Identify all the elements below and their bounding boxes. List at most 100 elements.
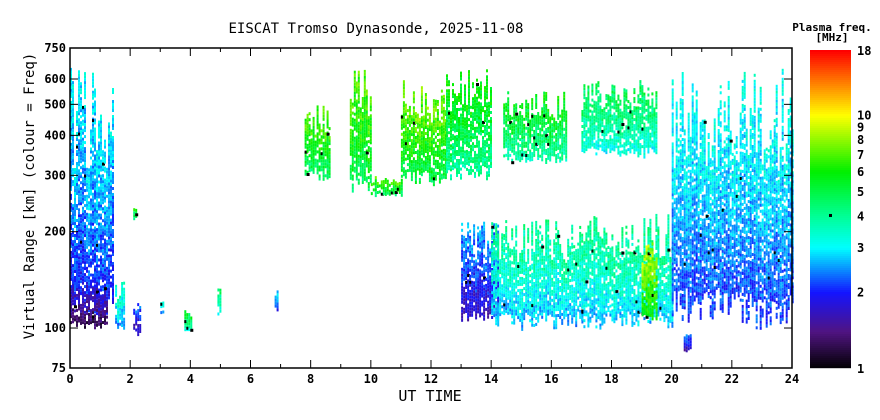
echo-mark bbox=[505, 295, 508, 299]
echo-mark bbox=[464, 126, 466, 130]
echo-mark bbox=[361, 151, 364, 154]
echo-mark bbox=[102, 201, 104, 205]
echo-mark bbox=[96, 281, 98, 285]
echo-mark bbox=[509, 281, 512, 285]
echo-mark bbox=[507, 148, 510, 152]
echo-mark bbox=[464, 156, 466, 160]
echo-mark bbox=[422, 127, 425, 131]
echo-mark bbox=[365, 128, 368, 132]
echo-mark bbox=[467, 309, 470, 313]
echo-mark bbox=[404, 172, 407, 176]
echo-mark bbox=[525, 297, 528, 301]
echo-mark bbox=[408, 117, 411, 121]
echo-mark bbox=[454, 102, 456, 106]
echo-mark bbox=[420, 170, 423, 174]
echo-mark bbox=[491, 228, 494, 232]
echo-mark bbox=[102, 306, 104, 309]
echo-mark bbox=[448, 95, 450, 99]
echo-mark bbox=[467, 258, 470, 262]
echo-mark bbox=[573, 257, 576, 261]
echo-mark bbox=[460, 125, 462, 129]
echo-mark bbox=[365, 89, 368, 93]
echo-mark bbox=[454, 99, 456, 103]
echo-mark bbox=[76, 293, 78, 297]
echo-mark bbox=[579, 279, 582, 283]
echo-mark bbox=[440, 125, 443, 129]
echo-mark bbox=[505, 102, 508, 106]
echo-mark bbox=[468, 88, 470, 92]
echo-mark bbox=[519, 132, 522, 136]
echo-mark bbox=[162, 310, 165, 314]
echo-mark bbox=[100, 189, 102, 193]
echo-mark bbox=[100, 114, 102, 118]
echo-mark bbox=[410, 115, 413, 119]
echo-mark bbox=[314, 152, 317, 156]
echo-mark bbox=[359, 140, 362, 144]
echo-mark bbox=[188, 319, 191, 323]
echo-mark bbox=[363, 159, 366, 163]
echo-mark bbox=[430, 131, 433, 135]
echo-mark bbox=[76, 243, 78, 246]
echo-mark bbox=[410, 169, 413, 173]
echo-mark bbox=[408, 144, 411, 148]
echo-mark bbox=[112, 121, 114, 124]
echo-mark bbox=[72, 171, 74, 175]
echo-mark bbox=[104, 214, 106, 218]
echo-mark bbox=[531, 221, 534, 225]
echo-mark bbox=[472, 133, 474, 137]
echo-mark bbox=[121, 315, 124, 318]
echo-mark bbox=[94, 163, 96, 167]
echo-mark bbox=[306, 146, 309, 150]
echo-mark bbox=[575, 288, 578, 292]
mean-trace-point bbox=[515, 112, 519, 116]
echo-mark bbox=[531, 125, 534, 129]
echo-mark bbox=[104, 262, 106, 266]
echo-mark bbox=[363, 120, 366, 124]
echo-mark bbox=[106, 206, 108, 210]
echo-mark bbox=[104, 223, 106, 227]
echo-mark bbox=[456, 144, 458, 147]
echo-mark bbox=[357, 88, 360, 92]
echo-mark bbox=[523, 251, 526, 255]
echo-mark bbox=[186, 316, 189, 320]
echo-mark bbox=[545, 279, 548, 283]
echo-mark bbox=[312, 161, 315, 165]
echo-mark bbox=[438, 180, 441, 184]
echo-mark bbox=[386, 188, 389, 192]
echo-mark bbox=[561, 294, 564, 298]
echo-mark bbox=[306, 122, 309, 126]
echo-mark bbox=[369, 174, 372, 178]
echo-mark bbox=[468, 124, 470, 128]
echo-mark bbox=[400, 123, 403, 127]
echo-mark bbox=[517, 298, 520, 302]
echo-mark bbox=[357, 115, 360, 119]
echo-mark bbox=[70, 118, 72, 122]
echo-mark bbox=[483, 239, 486, 243]
echo-mark bbox=[86, 245, 88, 249]
echo-mark bbox=[448, 116, 450, 120]
echo-mark bbox=[137, 318, 140, 322]
echo-mark bbox=[470, 144, 472, 148]
echo-mark bbox=[90, 279, 92, 283]
echo-mark bbox=[424, 120, 427, 123]
echo-mark bbox=[577, 284, 580, 288]
echo-mark bbox=[472, 136, 474, 140]
echo-mark bbox=[86, 275, 88, 279]
echo-mark bbox=[78, 70, 80, 74]
echo-mark bbox=[119, 310, 122, 314]
echo-mark bbox=[448, 161, 450, 165]
echo-mark bbox=[98, 207, 100, 211]
echo-mark bbox=[543, 112, 546, 116]
echo-mark bbox=[82, 194, 84, 198]
echo-mark bbox=[535, 256, 538, 260]
echo-mark bbox=[274, 301, 277, 305]
echo-mark bbox=[565, 280, 568, 284]
echo-mark bbox=[454, 156, 456, 160]
echo-mark bbox=[359, 122, 362, 126]
mean-trace-point bbox=[533, 136, 537, 140]
echo-mark bbox=[324, 132, 327, 136]
echo-mark bbox=[479, 281, 482, 285]
echo-mark bbox=[547, 312, 550, 316]
echo-mark bbox=[505, 235, 508, 239]
echo-mark bbox=[92, 276, 94, 280]
